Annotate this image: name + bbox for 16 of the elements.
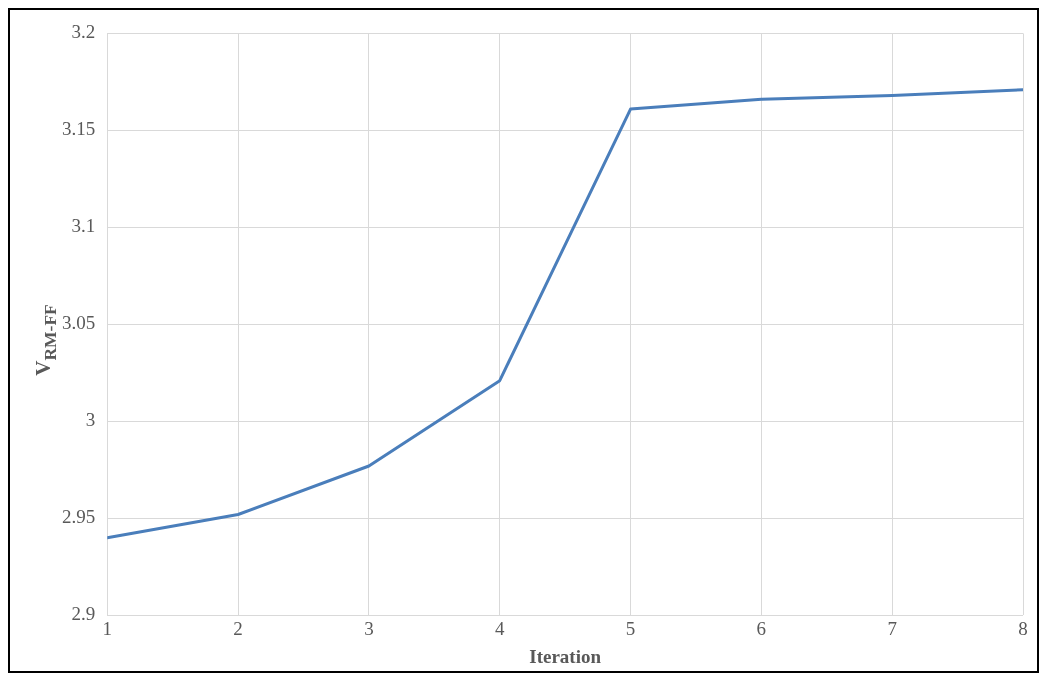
x-axis-title: Iteration (529, 645, 602, 667)
y-tick-label: 3.2 (71, 21, 96, 43)
y-tick-label: 2.9 (71, 603, 96, 625)
y-tick-label: 3.1 (71, 215, 96, 237)
x-tick-label: 4 (494, 617, 505, 639)
x-tick-label: 1 (102, 617, 112, 639)
y-tick-label: 3.15 (62, 118, 96, 140)
y-tick-label: 3 (85, 409, 96, 431)
x-tick-label: 7 (887, 617, 897, 639)
y-tick-label: 3.05 (62, 312, 96, 334)
y-tick-label: 2.95 (62, 506, 96, 528)
x-tick-label: 2 (233, 617, 243, 639)
x-tick-label: 5 (625, 617, 636, 639)
x-tick-label: 8 (1018, 617, 1028, 639)
x-tick-label: 6 (756, 617, 767, 639)
x-tick-label: 3 (364, 617, 374, 639)
